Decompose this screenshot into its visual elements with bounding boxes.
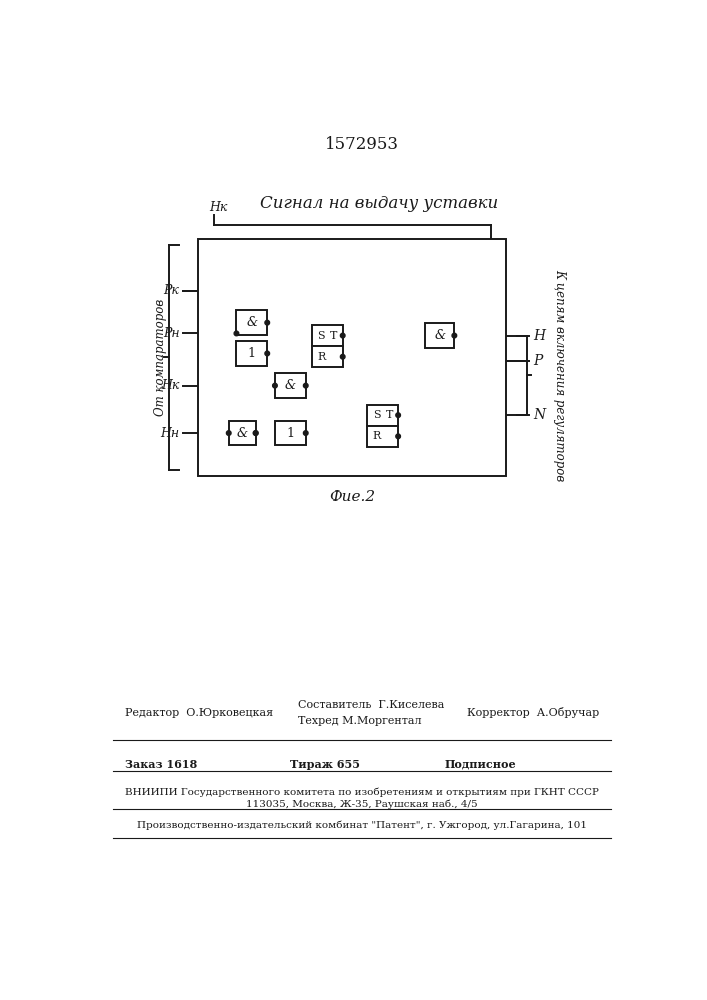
Text: &: &: [246, 316, 257, 329]
Text: S: S: [373, 410, 380, 420]
Text: Составитель  Г.Киселева: Составитель Г.Киселева: [298, 700, 445, 710]
Circle shape: [226, 431, 231, 435]
Text: Фие.2: Фие.2: [329, 490, 375, 504]
Text: T: T: [385, 410, 393, 420]
Text: Тираж 655: Тираж 655: [291, 759, 361, 770]
Text: Нн: Нн: [160, 427, 180, 440]
Text: 113035, Москва, Ж-35, Раушская наб., 4/5: 113035, Москва, Ж-35, Раушская наб., 4/5: [246, 800, 478, 809]
Text: R: R: [373, 431, 381, 441]
Circle shape: [396, 434, 400, 439]
Circle shape: [340, 333, 345, 338]
Text: Нк: Нк: [209, 201, 228, 214]
Text: S: S: [317, 331, 325, 341]
Circle shape: [452, 333, 457, 338]
Circle shape: [253, 431, 258, 435]
Bar: [198, 239, 506, 476]
Bar: [312, 325, 343, 346]
Circle shape: [303, 431, 308, 435]
Bar: [425, 323, 455, 348]
Text: T: T: [330, 331, 337, 341]
Bar: [368, 426, 398, 447]
Circle shape: [265, 320, 269, 325]
Circle shape: [396, 413, 400, 417]
Circle shape: [340, 354, 345, 359]
Text: Редактор  О.Юрковецкая: Редактор О.Юрковецкая: [125, 708, 273, 718]
Text: R: R: [317, 352, 325, 362]
Text: Производственно-издательский комбинат "Патент", г. Ужгород, ул.Гагарина, 101: Производственно-издательский комбинат "П…: [137, 821, 587, 830]
Text: &: &: [434, 329, 445, 342]
Text: 1572953: 1572953: [325, 136, 399, 153]
Text: Нк: Нк: [161, 379, 180, 392]
Text: N: N: [533, 408, 545, 422]
Text: Подписное: Подписное: [444, 759, 516, 770]
Text: Рк: Рк: [163, 284, 180, 297]
Text: К цепям включения регуляторов: К цепям включения регуляторов: [554, 269, 566, 481]
Bar: [236, 310, 267, 335]
Circle shape: [253, 431, 258, 435]
Circle shape: [234, 331, 239, 336]
Text: Заказ 1618: Заказ 1618: [125, 759, 197, 770]
Text: Корректор  А.Обручар: Корректор А.Обручар: [467, 707, 600, 718]
Circle shape: [303, 383, 308, 388]
Text: &: &: [237, 427, 247, 440]
Text: &: &: [285, 379, 296, 392]
Text: Сигнал на выдачу уставки: Сигнал на выдачу уставки: [259, 195, 498, 212]
Bar: [368, 405, 398, 426]
Text: Р: Р: [533, 354, 542, 368]
Text: ВНИИПИ Государственного комитета по изобретениям и открытиям при ГКНТ СССР: ВНИИПИ Государственного комитета по изоб…: [125, 788, 599, 797]
Text: Рн: Рн: [163, 327, 180, 340]
Bar: [312, 346, 343, 367]
Text: От компараторов: От компараторов: [155, 299, 168, 416]
Text: 1: 1: [248, 347, 256, 360]
Text: 1: 1: [286, 427, 294, 440]
Bar: [236, 341, 267, 366]
Text: Техред М.Моргентал: Техред М.Моргентал: [298, 716, 421, 726]
Text: Н: Н: [533, 329, 545, 343]
Circle shape: [265, 351, 269, 356]
Bar: [275, 373, 305, 398]
Circle shape: [273, 383, 277, 388]
Bar: [275, 421, 305, 445]
Bar: [229, 421, 256, 445]
